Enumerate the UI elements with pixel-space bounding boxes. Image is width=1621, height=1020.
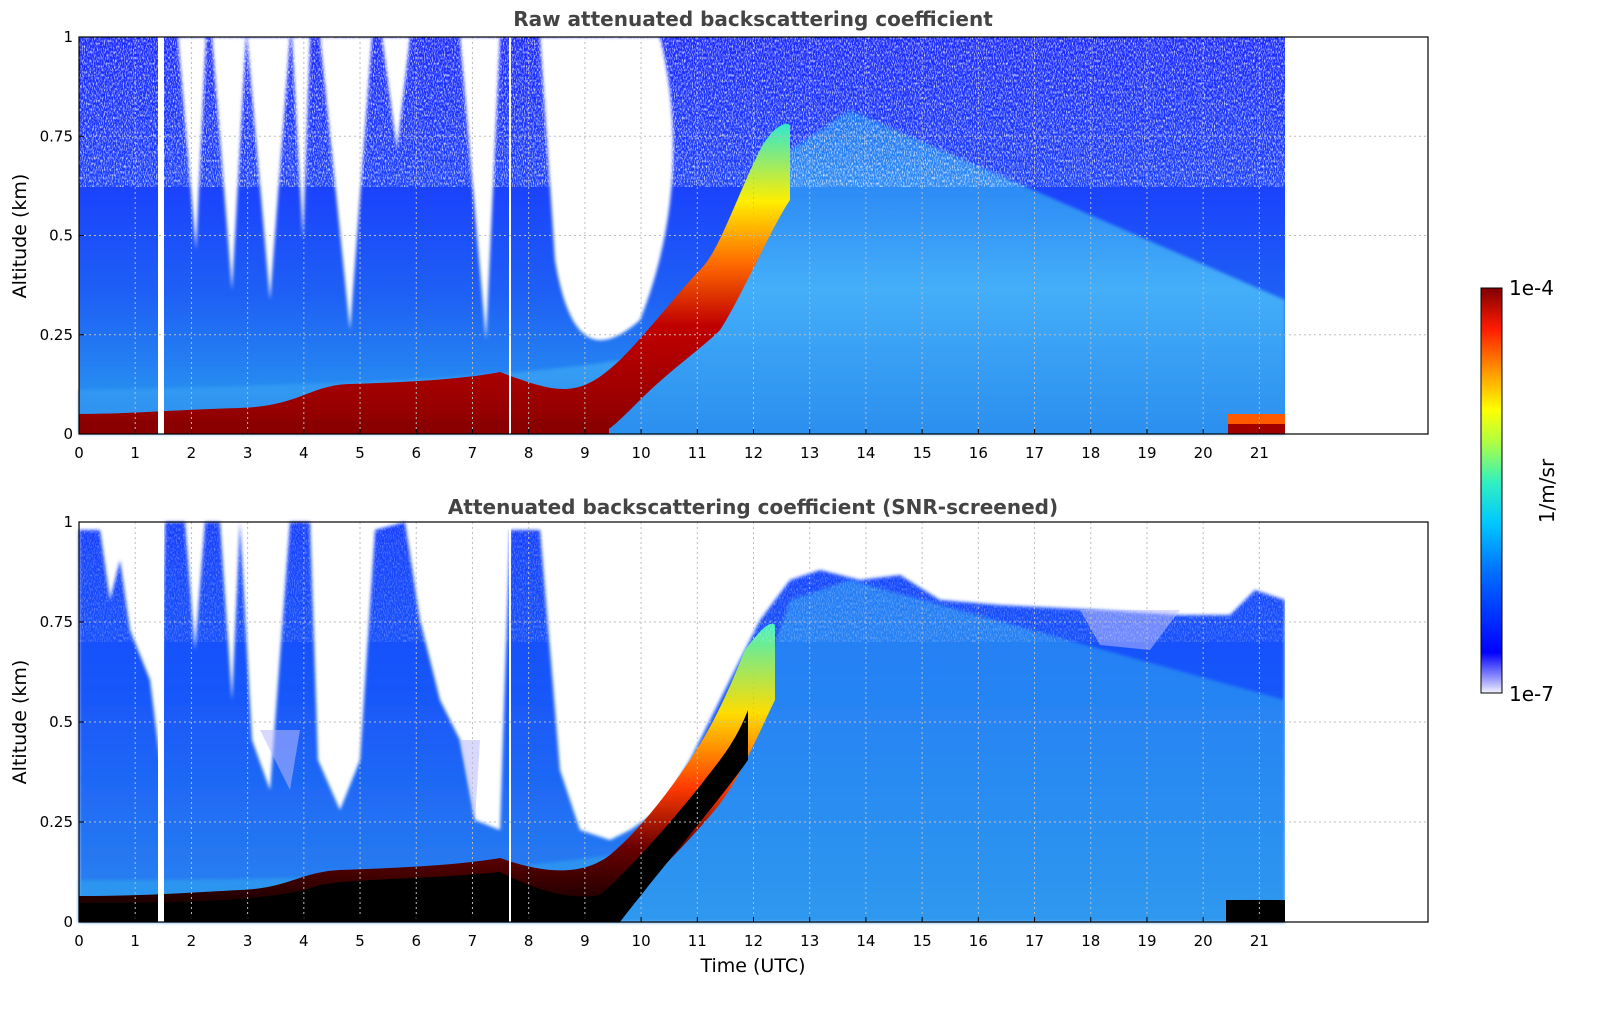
x-tick-label: 16: [969, 932, 988, 950]
raw-heatmap: [79, 37, 1428, 434]
x-tick-label: 5: [355, 932, 365, 950]
x-tick-label: 19: [1137, 444, 1156, 462]
snr-screened-core: [79, 710, 748, 922]
x-tick-label: 4: [299, 444, 309, 462]
colorbar-gradient: [1480, 287, 1503, 694]
raw-x-axis: 0 1 2 3 4 5 6 7 8 9 10 11 12 13 14 15 16 17 18 19 20 21: [74, 429, 1269, 462]
x-tick-label: 12: [744, 932, 763, 950]
x-tick-label: 15: [913, 444, 932, 462]
x-tick-label: 11: [688, 444, 707, 462]
x-tick-label: 11: [688, 932, 707, 950]
y-tick-label: 0.75: [40, 127, 73, 145]
x-tick-label: 0: [74, 444, 84, 462]
raw-panel-title: Raw attenuated backscattering coefficien…: [513, 7, 993, 31]
x-tick-label: 9: [580, 444, 590, 462]
y-tick-label: 0: [63, 913, 73, 931]
raw-boundary-layer: [79, 110, 1285, 434]
raw-y-axis: 0 0.25 0.5 0.75 1: [40, 28, 84, 443]
raw-y-axis-label: Altitude (km): [9, 174, 31, 299]
y-tick-label: 0.25: [40, 813, 73, 831]
x-tick-label: 10: [632, 932, 651, 950]
colorbar: 1e-4 1e-7 1/m/sr: [1480, 276, 1559, 706]
x-tick-label: 0: [74, 932, 84, 950]
x-tick-label: 6: [411, 932, 421, 950]
x-tick-label: 18: [1081, 932, 1100, 950]
snr-x-axis: 0 1 2 3 4 5 6 7 8 9 10 11 12 13 14 15 16 17 18 19 20 21: [74, 917, 1269, 950]
x-tick-label: 21: [1250, 444, 1269, 462]
x-tick-label: 20: [1194, 932, 1213, 950]
x-tick-label: 12: [744, 444, 763, 462]
x-tick-label: 17: [1025, 932, 1044, 950]
x-tick-label: 20: [1194, 444, 1213, 462]
x-tick-label: 18: [1081, 444, 1100, 462]
x-tick-label: 14: [856, 444, 875, 462]
y-tick-label: 0.25: [40, 326, 73, 344]
colorbar-unit-label: 1/m/sr: [1535, 458, 1559, 523]
x-tick-label: 15: [913, 932, 932, 950]
snr-y-axis: 0 0.25 0.5 0.75 1: [40, 513, 84, 931]
colorbar-min-label: 1e-7: [1509, 682, 1554, 706]
raw-noise-speckle: [79, 37, 1285, 187]
x-tick-label: 8: [524, 444, 534, 462]
x-tick-label: 1: [130, 932, 140, 950]
x-tick-label: 2: [187, 932, 197, 950]
x-tick-label: 13: [800, 932, 819, 950]
x-axis-label: Time (UTC): [699, 955, 805, 977]
snr-gridlines: [79, 522, 1428, 922]
x-tick-label: 8: [524, 932, 534, 950]
y-tick-label: 0: [63, 425, 73, 443]
raw-surface-layer: [79, 420, 609, 434]
x-tick-label: 10: [632, 444, 651, 462]
snr-no-data-region: [1285, 522, 1428, 922]
x-tick-label: 16: [969, 444, 988, 462]
x-tick-label: 7: [468, 444, 478, 462]
x-tick-label: 5: [355, 444, 365, 462]
x-tick-label: 17: [1025, 444, 1044, 462]
raw-backscatter-panel: Raw attenuated backscattering coefficien…: [9, 7, 1429, 462]
y-tick-label: 1: [63, 513, 73, 531]
y-tick-label: 1: [63, 28, 73, 46]
x-tick-label: 21: [1250, 932, 1269, 950]
x-tick-label: 3: [243, 932, 253, 950]
x-tick-label: 9: [580, 932, 590, 950]
snr-y-axis-label: Altitude (km): [9, 660, 31, 785]
x-tick-label: 1: [130, 444, 140, 462]
snr-screened-panel: Attenuated backscattering coefficient (S…: [9, 495, 1429, 977]
x-tick-label: 3: [243, 444, 253, 462]
x-tick-label: 6: [411, 444, 421, 462]
y-tick-label: 0.5: [49, 713, 73, 731]
x-tick-label: 13: [800, 444, 819, 462]
x-tick-label: 14: [856, 932, 875, 950]
x-tick-label: 4: [299, 932, 309, 950]
snr-panel-title: Attenuated backscattering coefficient (S…: [448, 495, 1058, 519]
raw-no-data-region: [1285, 37, 1428, 434]
x-tick-label: 2: [187, 444, 197, 462]
x-tick-label: 19: [1137, 932, 1156, 950]
y-tick-label: 0.75: [40, 613, 73, 631]
snr-boundary-layer: [79, 580, 1285, 922]
snr-late-surface-layer: [1226, 900, 1285, 922]
colorbar-max-label: 1e-4: [1509, 276, 1554, 300]
raw-gridlines: [79, 37, 1428, 434]
x-tick-label: 7: [468, 932, 478, 950]
y-tick-label: 0.5: [49, 227, 73, 245]
